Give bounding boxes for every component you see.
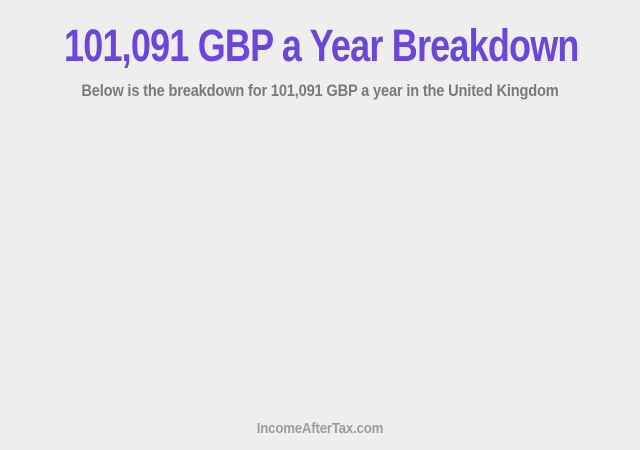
- footer-watermark: IncomeAfterTax.com: [256, 420, 384, 437]
- chart-area-empty: [0, 110, 640, 410]
- page-subtitle: Below is the breakdown for 101,091 GBP a…: [81, 81, 559, 100]
- page-title: 101,091 GBP a Year Breakdown: [64, 20, 579, 71]
